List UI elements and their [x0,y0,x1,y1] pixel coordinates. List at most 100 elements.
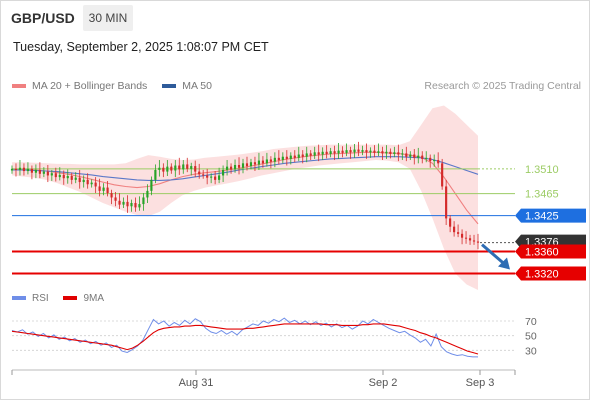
level-badge-1.3425 [515,208,586,223]
rsi-swatch [12,296,26,301]
timeframe-badge[interactable]: 30 MIN [83,5,133,31]
ma20-swatch [12,84,26,89]
candle [42,171,45,174]
candle [357,149,360,152]
research-credit: Research © 2025 Trading Central [424,80,581,92]
candle [389,151,392,154]
candle [26,168,30,172]
legend-label-rsi: RSI [32,293,49,304]
projection-arrow-shaft [481,243,506,266]
candle [30,168,34,173]
candle [86,179,89,185]
level-label: 1.3510 [525,164,559,176]
candle [222,169,225,176]
candle [277,157,280,161]
candle [413,154,416,158]
candle [397,152,400,155]
candle [369,150,372,153]
candle [285,156,288,159]
candle [309,153,312,156]
candle [401,153,404,155]
candle [106,187,109,194]
candle [237,164,241,168]
candle [190,166,193,169]
candle [218,175,221,180]
candle [269,159,272,162]
candle [166,166,169,172]
x-axis: Aug 31 Sep 2 Sep 3 [11,369,516,389]
candle [14,168,18,170]
level-badge-1.3320 [515,266,586,281]
candle [66,176,69,179]
candle [130,202,133,207]
candle [464,237,468,239]
candle [62,174,65,179]
candle [333,151,336,154]
candle [142,197,145,205]
candle [162,167,165,172]
candle [118,200,121,205]
projection-arrow-head [498,257,510,270]
candle [94,182,97,187]
candle [441,163,444,187]
candle [138,204,141,208]
candle [186,164,189,169]
candle [214,176,217,180]
candle [245,163,249,167]
candle [74,177,77,180]
ma20-line [11,151,479,225]
legend-item-ma50: MA 50 [162,80,212,92]
candle [453,226,456,233]
candle [206,175,209,178]
candle [210,176,213,178]
projection-arrow-layer [481,243,510,270]
ma50-swatch [162,84,177,89]
rsi-tick-label: 50 [525,331,537,343]
level-badge-1.3360 [515,244,586,259]
candle [253,162,257,165]
candle [58,174,61,178]
candle [329,151,332,154]
candle [10,168,14,171]
candle [417,155,420,158]
candle [456,232,460,234]
candle [349,150,352,153]
candle [429,157,432,162]
bollinger-band [12,105,478,290]
candle [409,154,412,157]
candle [301,154,304,157]
candle [46,171,49,176]
candle [377,151,380,153]
rsi-line [11,317,478,358]
candle [249,162,253,167]
candle [90,182,93,185]
candle [325,151,328,154]
candle [257,160,261,165]
candle [476,241,480,243]
candle [134,202,137,208]
candle [34,169,37,173]
candle [182,164,185,170]
candle [445,186,448,219]
candle [78,177,81,183]
candle [361,150,364,152]
level-label: 1.3465 [525,189,559,201]
candle [98,186,101,191]
candle [82,179,85,183]
candle [460,233,464,238]
candle [50,173,53,176]
candle [225,166,229,170]
candle [373,150,376,153]
candle [18,167,22,170]
candle [297,154,300,158]
candle [38,169,41,174]
x-tick-label: Sep 3 [466,377,495,389]
x-tick-label: Sep 2 [369,377,398,389]
candle [114,197,117,201]
candle [468,238,472,241]
candle [265,159,268,164]
candle [170,166,173,171]
candle [150,179,153,191]
candle [425,157,428,159]
candle [281,156,284,161]
